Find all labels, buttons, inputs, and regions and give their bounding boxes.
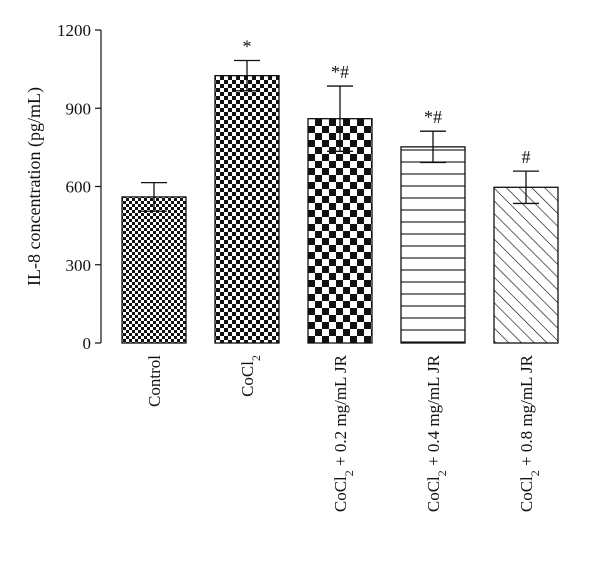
significance-marker-1: * xyxy=(243,37,252,57)
bar-2 xyxy=(307,118,373,344)
x-tick-label-1: CoCl2 xyxy=(238,355,263,397)
x-tick-label-tail: + 0.4 mg/mL JR xyxy=(424,354,443,470)
x-tick-label-4: CoCl2 + 0.8 mg/mL JR xyxy=(517,354,542,512)
bar-4 xyxy=(493,186,559,344)
y-tick-label: 300 xyxy=(66,256,92,275)
x-tick-label-0: Control xyxy=(145,355,164,407)
x-tick-label-main: CoCl xyxy=(238,361,257,397)
x-tick-label-subscript: 2 xyxy=(435,470,449,476)
x-tick-label-main: CoCl xyxy=(517,476,536,512)
x-tick-label-tail: + 0.8 mg/mL JR xyxy=(517,354,536,470)
y-axis-title: IL-8 concentration (pg/mL) xyxy=(24,87,45,286)
x-tick-label-subscript: 2 xyxy=(342,470,356,476)
significance-marker-3: *# xyxy=(424,107,442,127)
bar-3 xyxy=(400,146,466,344)
bar-1 xyxy=(214,74,280,344)
y-tick-label: 0 xyxy=(83,334,92,353)
significance-marker-2: *# xyxy=(331,62,349,82)
x-tick-label-3: CoCl2 + 0.4 mg/mL JR xyxy=(424,354,449,512)
significance-marker-4: # xyxy=(522,147,531,167)
y-tick-label: 900 xyxy=(66,99,92,118)
y-tick-label: 600 xyxy=(66,178,92,197)
bar-0 xyxy=(121,196,187,344)
x-tick-label-2: CoCl2 + 0.2 mg/mL JR xyxy=(331,354,356,512)
y-tick-label: 1200 xyxy=(57,21,91,40)
x-tick-label-main: Control xyxy=(145,355,164,407)
x-tick-label-subscript: 2 xyxy=(528,470,542,476)
x-tick-label-main: CoCl xyxy=(424,476,443,512)
x-tick-label-main: CoCl xyxy=(331,476,350,512)
x-tick-label-tail: + 0.2 mg/mL JR xyxy=(331,354,350,470)
x-tick-label-subscript: 2 xyxy=(249,355,263,361)
